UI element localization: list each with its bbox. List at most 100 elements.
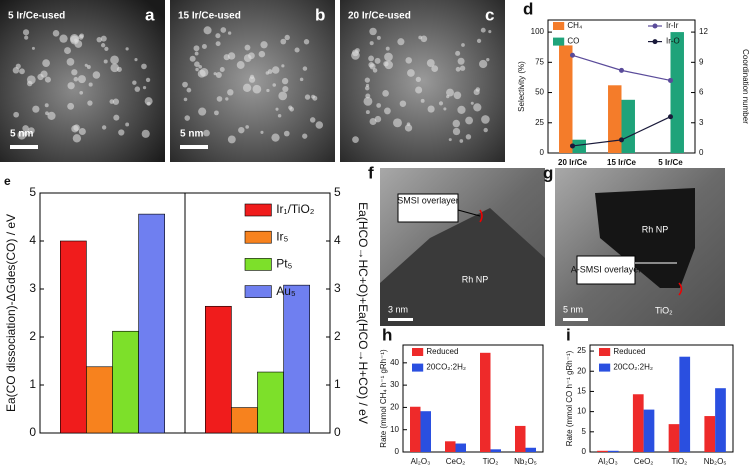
y2-tick-label: 12 <box>699 27 708 36</box>
legend-label: Ir-O <box>666 37 680 46</box>
particle <box>146 101 151 106</box>
particle <box>73 76 79 82</box>
y2-tick-label: 0 <box>334 425 341 439</box>
particle <box>220 27 227 33</box>
bar <box>621 99 635 153</box>
marker <box>619 67 624 73</box>
particle <box>260 41 268 49</box>
particle <box>303 39 310 45</box>
particle <box>215 33 221 39</box>
particle <box>19 68 25 75</box>
x-tick-label: 15 Ir/Ce <box>607 158 636 167</box>
particle <box>374 57 381 64</box>
bar <box>480 352 491 452</box>
particle <box>132 80 137 85</box>
particle <box>426 59 435 68</box>
particle <box>145 77 151 83</box>
panel-letter: f <box>368 163 374 182</box>
particle <box>67 82 75 90</box>
bar <box>515 425 526 452</box>
particle <box>277 114 282 118</box>
particle <box>384 60 393 70</box>
pointer <box>457 209 481 217</box>
particle <box>144 97 153 106</box>
bar <box>86 366 113 434</box>
y-tick-label: 40 <box>390 358 399 367</box>
particle <box>183 97 188 102</box>
particle <box>457 57 465 65</box>
particle <box>238 126 245 134</box>
particle <box>302 133 308 139</box>
x-tick-label: Al₂O₃ <box>411 457 431 466</box>
particle <box>369 117 377 125</box>
particle <box>465 134 472 140</box>
y2-tick-label: 3 <box>699 118 704 127</box>
particle <box>78 34 84 40</box>
particle <box>459 139 464 143</box>
y-tick-label: 5 <box>582 427 587 436</box>
bar <box>632 394 644 452</box>
particle <box>13 111 19 118</box>
particle <box>71 125 79 133</box>
particle <box>452 119 461 128</box>
bar <box>525 447 536 452</box>
bar <box>490 449 501 452</box>
particle <box>125 47 129 51</box>
particle <box>67 102 75 110</box>
bracket <box>678 282 683 296</box>
particle <box>288 105 293 110</box>
legend-label: CH₄ <box>567 21 582 30</box>
y-tick-label: 20 <box>390 403 399 412</box>
particle <box>473 89 480 96</box>
panel-letter: d <box>523 0 533 18</box>
particle <box>199 68 209 77</box>
y-tick-label: 2 <box>29 329 36 343</box>
particle <box>368 55 375 62</box>
particle <box>299 77 304 82</box>
x-tick-label: Nb₂O₅ <box>514 457 537 466</box>
legend-swatch <box>412 348 424 356</box>
particle <box>309 117 316 123</box>
y-tick-label: 25 <box>535 118 544 127</box>
particle <box>457 105 466 114</box>
particle <box>31 46 35 50</box>
bar <box>559 45 573 153</box>
x-tick-label: 5 Ir/Ce <box>658 158 683 167</box>
particle <box>427 105 435 113</box>
particle <box>227 89 234 96</box>
scale-label: 5 nm <box>563 304 583 314</box>
y-tick-label: 0 <box>540 148 545 157</box>
bracket <box>479 209 483 223</box>
particle <box>302 66 308 71</box>
legend-label: 20CO₂:2H₂ <box>426 363 466 372</box>
y-tick-label: 0 <box>582 447 587 456</box>
particle <box>363 96 373 106</box>
particle <box>311 94 316 99</box>
bar <box>112 330 139 434</box>
image-panel: 5 Ir/Ce-used a 5 nm <box>0 0 165 162</box>
legend-label: Pt₅ <box>276 257 292 271</box>
particle <box>103 59 108 64</box>
x-tick-label: CeO₂ <box>446 457 466 466</box>
particle <box>134 58 138 62</box>
particle <box>134 86 141 92</box>
particle <box>186 87 192 93</box>
particle <box>364 85 370 91</box>
y-axis-label: Ea(CO dissociation)-ΔGdes(CO) / eV <box>4 214 18 412</box>
particle <box>44 103 49 108</box>
particle <box>260 130 264 134</box>
particle <box>376 35 381 40</box>
particle <box>59 34 68 43</box>
particle <box>182 81 188 88</box>
particle <box>480 27 486 33</box>
bar <box>597 450 608 452</box>
particle <box>203 26 212 35</box>
particle <box>22 125 29 132</box>
particle <box>79 90 84 95</box>
particle <box>195 67 199 72</box>
particle <box>141 129 150 138</box>
particle <box>372 68 378 73</box>
y-tick-label: 25 <box>577 346 586 355</box>
